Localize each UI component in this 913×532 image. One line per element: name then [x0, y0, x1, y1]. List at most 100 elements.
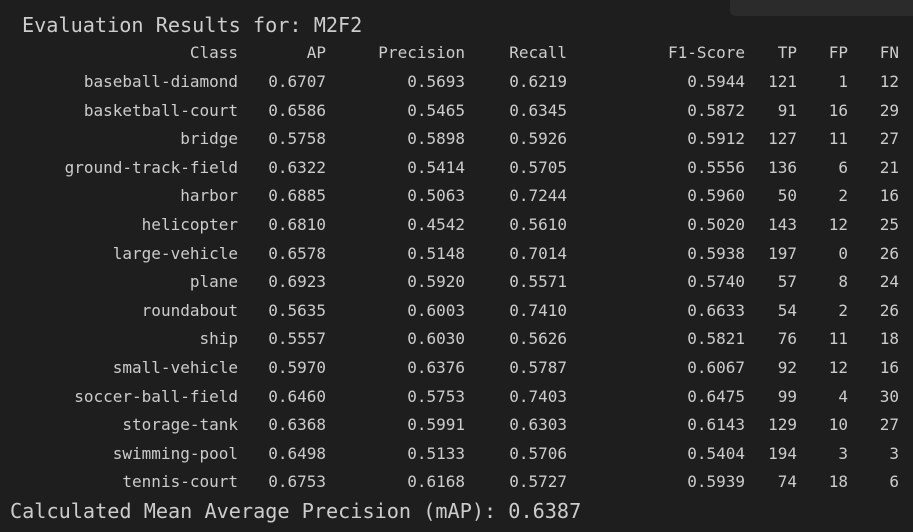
cell-precision: 0.5148	[407, 243, 465, 263]
cell-fp: 10	[828, 415, 848, 435]
cell-f1: 0.5404	[687, 443, 745, 463]
table-row: harbor 0.6885 0.5063 0.7244 0.5960 50 2 16	[0, 182, 899, 211]
cell-f1: 0.5556	[687, 157, 745, 177]
cell-recall: 0.5706	[509, 443, 567, 463]
cell-f1: 0.5020	[687, 214, 745, 234]
cell-class: basketball-court	[83, 100, 238, 120]
cell-fn: 25	[879, 214, 899, 234]
table-row: large-vehicle 0.6578 0.5148 0.7014 0.5938 197…	[0, 239, 899, 268]
header-fn: FN	[879, 43, 899, 63]
cell-ap: 0.6810	[268, 214, 326, 234]
cell-class: storage-tank	[122, 415, 238, 435]
cell-f1: 0.5912	[687, 129, 745, 149]
cell-f1: 0.6143	[687, 415, 745, 435]
cell-ap: 0.6368	[268, 415, 326, 435]
cell-fn: 16	[879, 186, 899, 206]
cell-fp: 2	[838, 300, 848, 320]
cell-fn: 30	[879, 386, 899, 406]
header-precision: Precision	[378, 43, 465, 63]
cell-ap: 0.5557	[268, 329, 326, 349]
cell-precision: 0.5991	[407, 415, 465, 435]
cell-tp: 143	[768, 214, 797, 234]
cell-class: swimming-pool	[112, 443, 238, 463]
cell-class: tennis-court	[122, 472, 238, 492]
table-row: roundabout 0.5635 0.6003 0.7410 0.6633 54 2 26	[0, 296, 899, 325]
cell-recall: 0.5626	[509, 329, 567, 349]
cell-fn: 12	[879, 71, 899, 91]
cell-class: roundabout	[141, 300, 238, 320]
cell-fn: 18	[879, 329, 899, 349]
header-fp: FP	[828, 43, 848, 63]
cell-precision: 0.5753	[407, 386, 465, 406]
cell-ap: 0.6498	[268, 443, 326, 463]
cell-recall: 0.6303	[509, 415, 567, 435]
cell-tp: 74	[777, 472, 797, 492]
cell-tp: 99	[777, 386, 797, 406]
header-tp: TP	[777, 43, 797, 63]
results-title: Evaluation Results for: M2F2	[22, 13, 363, 37]
table-row: small-vehicle 0.5970 0.6376 0.5787 0.6067 92 1…	[0, 353, 899, 382]
cell-fn: 26	[879, 300, 899, 320]
cell-tp: 50	[777, 186, 797, 206]
cell-f1: 0.5938	[687, 243, 745, 263]
cell-fp: 12	[828, 357, 848, 377]
cell-precision: 0.6003	[407, 300, 465, 320]
cell-tp: 136	[768, 157, 797, 177]
cell-ap: 0.5758	[268, 129, 326, 149]
cell-precision: 0.4542	[407, 214, 465, 234]
cell-f1: 0.5740	[687, 272, 745, 292]
cell-fn: 3	[889, 443, 899, 463]
cell-ap: 0.5970	[268, 357, 326, 377]
cell-tp: 121	[768, 71, 797, 91]
cell-tp: 197	[768, 243, 797, 263]
cell-fn: 21	[879, 157, 899, 177]
cell-class: large-vehicle	[112, 243, 238, 263]
cell-fp: 6	[838, 157, 848, 177]
table-row: swimming-pool 0.6498 0.5133 0.5706 0.5404 194…	[0, 439, 899, 468]
cell-fp: 0	[838, 243, 848, 263]
cell-fp: 3	[838, 443, 848, 463]
cell-recall: 0.5705	[509, 157, 567, 177]
cell-tp: 129	[768, 415, 797, 435]
cell-f1: 0.5872	[687, 100, 745, 120]
cell-recall: 0.7014	[509, 243, 567, 263]
cell-precision: 0.5920	[407, 272, 465, 292]
cell-ap: 0.6885	[268, 186, 326, 206]
cell-ap: 0.6753	[268, 472, 326, 492]
cell-tp: 76	[777, 329, 797, 349]
cell-fp: 11	[828, 329, 848, 349]
cell-fn: 27	[879, 129, 899, 149]
cell-precision: 0.6030	[407, 329, 465, 349]
table-header-row: Class AP Precision Recall F1-Score TP FP…	[0, 39, 899, 68]
cell-tp: 57	[777, 272, 797, 292]
cell-fp: 11	[828, 129, 848, 149]
cell-ap: 0.6578	[268, 243, 326, 263]
table-row: basketball-court 0.6586 0.5465 0.6345 0.5872…	[0, 96, 899, 125]
table-row: ship 0.5557 0.6030 0.5626 0.5821 76 11 18	[0, 325, 899, 354]
cell-ap: 0.5635	[268, 300, 326, 320]
header-class: Class	[189, 43, 238, 63]
table-row: tennis-court 0.6753 0.6168 0.5727 0.5939 74 18…	[0, 468, 899, 497]
cell-fn: 24	[879, 272, 899, 292]
cell-ap: 0.6707	[268, 71, 326, 91]
cell-tp: 92	[777, 357, 797, 377]
cell-f1: 0.6633	[687, 300, 745, 320]
cell-f1: 0.5821	[687, 329, 745, 349]
cell-class: ground-track-field	[64, 157, 238, 177]
cell-fn: 6	[889, 472, 899, 492]
cell-ap: 0.6322	[268, 157, 326, 177]
cell-precision: 0.5898	[407, 129, 465, 149]
cell-class: helicopter	[141, 214, 238, 234]
cell-class: harbor	[180, 186, 238, 206]
cell-ap: 0.6586	[268, 100, 326, 120]
cell-recall: 0.5727	[509, 472, 567, 492]
results-table: Class AP Precision Recall F1-Score TP FP…	[0, 39, 899, 497]
cell-class: small-vehicle	[112, 357, 238, 377]
cell-f1: 0.5960	[687, 186, 745, 206]
cell-class: baseball-diamond	[83, 71, 238, 91]
output-toolbar-overlay[interactable]	[730, 0, 913, 16]
table-row: ground-track-field 0.6322 0.5414 0.5705 0.55…	[0, 153, 899, 182]
cell-tp: 127	[768, 129, 797, 149]
cell-recall: 0.5571	[509, 272, 567, 292]
cell-fp: 18	[828, 472, 848, 492]
